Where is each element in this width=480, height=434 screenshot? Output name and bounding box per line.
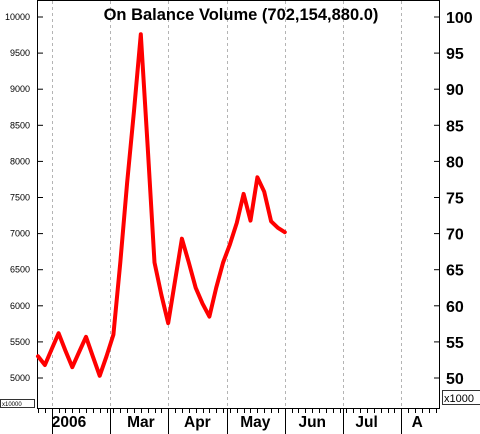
x-tick-label-3: May — [240, 414, 271, 431]
right-unit-box — [442, 390, 480, 405]
series-point-33 — [262, 190, 266, 194]
right-tick-label-7: 65 — [446, 263, 464, 280]
series-point-11 — [111, 333, 115, 337]
left-tick-label-1: 9500 — [10, 48, 30, 58]
x-tick-label-4: Jun — [298, 414, 326, 431]
series-point-23 — [194, 286, 198, 290]
series-point-24 — [200, 302, 205, 306]
left-tick-label-10: 5000 — [10, 373, 30, 383]
grid-lines — [52, 1, 402, 408]
series-point-36 — [283, 230, 287, 234]
series-point-10 — [104, 354, 109, 358]
x-tick-label-2: Apr — [184, 414, 211, 431]
right-tick-label-0: 100 — [446, 10, 473, 27]
left-tick-label-9: 5500 — [10, 337, 30, 347]
series-point-21 — [180, 237, 184, 241]
right-tick-label-3: 85 — [446, 118, 464, 135]
series-point-5 — [70, 365, 74, 369]
series-point-19 — [166, 321, 170, 325]
series-point-13 — [125, 181, 129, 185]
series-point-20 — [173, 278, 177, 283]
series-point-7 — [84, 335, 88, 339]
right-tick-label-10: 50 — [446, 371, 464, 388]
series-point-6 — [77, 350, 81, 354]
series-point-12 — [118, 260, 122, 265]
series-point-8 — [91, 354, 95, 358]
x-tick-label-5: Jul — [355, 414, 377, 431]
series-point-27 — [221, 260, 225, 265]
plot-frame — [37, 0, 440, 409]
series-point-22 — [187, 260, 191, 265]
series-point-30 — [242, 192, 246, 196]
left-tick-label-6: 7000 — [10, 229, 30, 239]
left-tick-label-4: 8000 — [10, 156, 30, 166]
series-point-35 — [276, 226, 280, 230]
series-point-1 — [43, 363, 47, 367]
x-tick-label-1: Mar — [127, 414, 155, 431]
left-tick-label-5: 7500 — [10, 193, 30, 203]
series-point-14 — [132, 109, 136, 113]
right-tick-label-5: 75 — [446, 191, 464, 208]
series-point-25 — [207, 315, 211, 319]
right-tick-label-8: 60 — [446, 299, 464, 316]
right-axis: 100 95 90 85 80 75 70 65 60 55 50 — [434, 10, 473, 388]
x-tick-label-0: 2006 — [52, 414, 87, 431]
left-unit-box — [0, 399, 35, 408]
left-tick-label-7: 6500 — [10, 265, 30, 275]
series-point-15 — [139, 32, 143, 36]
series-point-2 — [50, 347, 54, 351]
series-point-31 — [248, 219, 253, 223]
series-point-32 — [255, 175, 259, 179]
chart-title: On Balance Volume (702,154,880.0) — [104, 6, 379, 24]
right-tick-label-6: 70 — [446, 227, 464, 244]
right-tick-label-4: 80 — [446, 154, 464, 171]
series-point-34 — [269, 219, 273, 223]
left-tick-label-0: 10000 — [5, 12, 30, 22]
right-unit-label: x1000 — [444, 393, 474, 405]
series-point-16 — [146, 145, 150, 149]
series-point-18 — [159, 293, 163, 297]
series-layer — [36, 32, 287, 378]
right-tick-label-9: 55 — [446, 335, 464, 352]
series-point-4 — [63, 349, 67, 353]
series-point-0 — [36, 354, 40, 358]
series-point-28 — [228, 242, 232, 246]
series-point-29 — [235, 221, 239, 225]
series-point-26 — [214, 286, 218, 290]
left-tick-label-3: 8500 — [10, 120, 30, 130]
series-point-17 — [152, 260, 157, 265]
left-tick-label-2: 9000 — [10, 84, 30, 94]
left-unit-label: x10000 — [2, 402, 22, 408]
series-point-9 — [98, 374, 102, 378]
series-point-3 — [57, 331, 61, 335]
x-tick-label-6: A — [412, 414, 423, 431]
left-axis: 10000 9500 9000 8500 8000 7500 7000 6500 6000 550… — [5, 12, 43, 383]
left-tick-label-8: 6000 — [10, 301, 30, 311]
x-axis: 2006 Mar Apr May Jun Jul A — [38, 408, 437, 434]
right-tick-label-2: 90 — [446, 82, 464, 99]
right-tick-label-1: 95 — [446, 46, 464, 63]
